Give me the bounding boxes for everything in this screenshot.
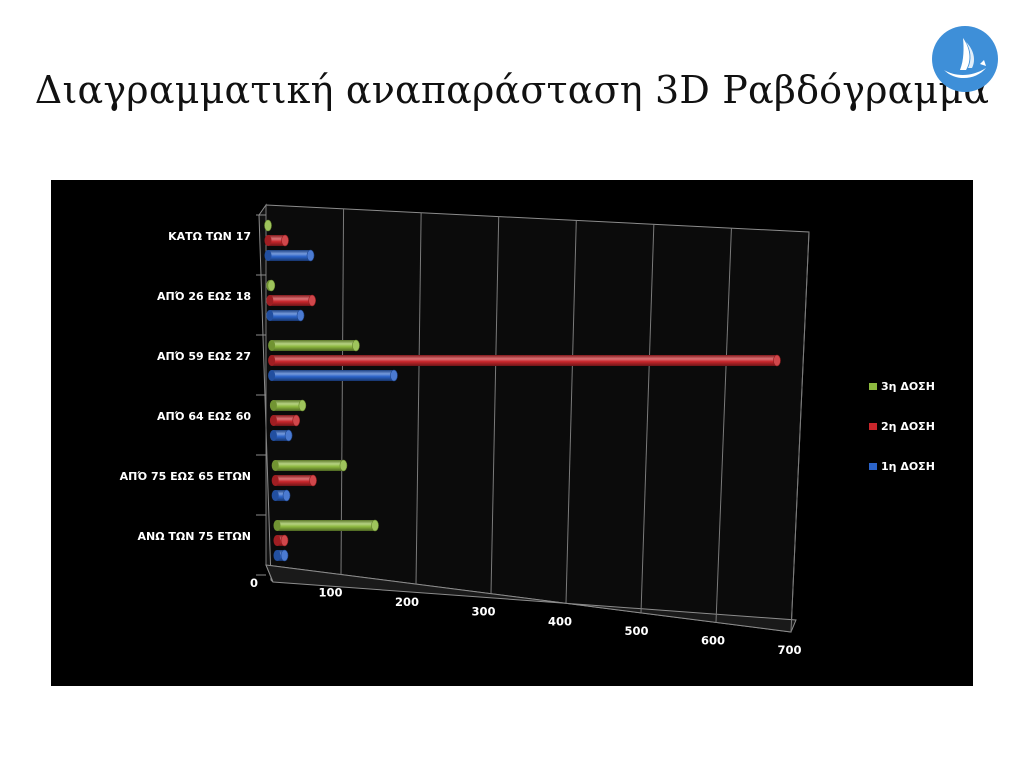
legend-swatch — [869, 463, 877, 470]
bar-cap-end — [267, 279, 276, 292]
gridline — [490, 216, 500, 594]
x-tick-label: 700 — [777, 643, 801, 657]
legend-swatch — [869, 383, 877, 390]
chart-area: 0 100 200 300 400 500 600 700 ΚΑΤΩ ΤΩΝ 17 ΑΠΌ 26 … — [51, 180, 973, 686]
bar-2h — [275, 475, 314, 486]
bar-cap-start — [273, 535, 281, 546]
category-label: ΑΠΌ 59 ΕΩΣ 27 — [157, 350, 251, 363]
bar-cap-end — [264, 219, 272, 232]
bar-cap-end — [296, 309, 305, 322]
category-label: ΑΠΌ 64 ΕΩΣ 60 — [157, 410, 251, 423]
bar-cap-start — [269, 415, 277, 426]
bar-2h — [271, 355, 777, 366]
bar-1h — [275, 490, 287, 501]
gridline — [415, 212, 422, 585]
x-tick-label: 400 — [548, 614, 572, 628]
bar-2h — [269, 295, 313, 306]
bar-chart: 0 100 200 300 400 500 600 700 ΚΑΤΩ ΤΩΝ 17 ΑΠΌ 26 … — [120, 203, 935, 657]
category-label: ΑΝΩ ΤΩΝ 75 ΕΤΩΝ — [137, 530, 251, 543]
bar-cap-start — [266, 310, 274, 321]
gridline — [640, 224, 655, 613]
bar-cap-end — [309, 474, 317, 487]
bar-1h — [271, 370, 394, 381]
bar-cap-start — [271, 460, 279, 471]
bar-cap-start — [271, 475, 279, 486]
gridline — [715, 228, 732, 623]
bar-cap-start — [269, 430, 277, 441]
sailboat-logo-icon — [932, 26, 998, 92]
bar-3h — [277, 520, 376, 531]
bar-cap-end — [339, 459, 348, 472]
x-tick-label: 300 — [471, 605, 495, 619]
bar-1h — [269, 310, 301, 321]
legend-label: 3η ΔΟΣΗ — [881, 380, 935, 393]
bar-cap-end — [280, 549, 289, 562]
bar-cap-start — [273, 550, 281, 561]
bar-cap-start — [268, 370, 276, 381]
x-tick-label: 100 — [318, 586, 342, 600]
bar-1h — [273, 430, 289, 441]
bar-cap-start — [271, 490, 279, 501]
bar-cap-start — [273, 520, 281, 531]
bar-cap-start — [266, 295, 274, 306]
plot-floor — [265, 564, 797, 633]
legend-label: 1η ΔΟΣΗ — [881, 460, 935, 473]
legend-label: 2η ΔΟΣΗ — [881, 420, 935, 433]
gridline — [565, 220, 577, 604]
bar-cap-end — [284, 429, 293, 442]
bar-2h — [268, 235, 286, 246]
bar-3h — [271, 340, 356, 351]
bar-cap-start — [269, 400, 277, 411]
bar-cap-end — [773, 354, 781, 367]
bar-2h — [273, 415, 297, 426]
gridline — [790, 231, 810, 633]
gridline — [340, 208, 345, 575]
bar-cap-end — [371, 519, 379, 532]
bar-cap-start — [264, 250, 272, 261]
bar-cap-end — [282, 489, 291, 502]
category-label: ΑΠΌ 75 ΕΩΣ 65 ΕΤΩΝ — [120, 470, 251, 483]
bar-3h — [273, 400, 303, 411]
bar-cap-start — [268, 340, 276, 351]
bar-cap-start — [264, 235, 272, 246]
x-tick-label: 200 — [395, 595, 419, 609]
bar-cap-end — [352, 339, 360, 352]
category-label: ΑΠΌ 26 ΕΩΣ 18 — [157, 290, 251, 303]
bar-cap-end — [390, 369, 398, 382]
x-tick-label: 500 — [624, 624, 648, 638]
bar-cap-end — [298, 399, 307, 412]
bar-1h — [268, 250, 311, 261]
legend-swatch — [869, 423, 877, 430]
x-tick-label: 600 — [701, 633, 725, 647]
x-tick-label: 0 — [250, 576, 258, 590]
bar-cap-end — [280, 534, 289, 547]
category-label: ΚΑΤΩ ΤΩΝ 17 — [168, 230, 251, 243]
bar-3h — [275, 460, 344, 471]
bar-cap-end — [281, 234, 289, 247]
plot-back-wall — [265, 204, 810, 633]
slide-title: Διαγραμματική αναπαράσταση 3D Ραβδόγραμμ… — [34, 68, 990, 112]
bar-cap-end — [306, 249, 315, 262]
bar-cap-end — [308, 294, 316, 307]
bar-cap-end — [292, 414, 301, 427]
bar-cap-start — [268, 355, 276, 366]
